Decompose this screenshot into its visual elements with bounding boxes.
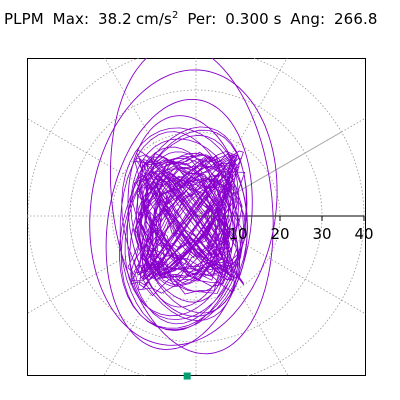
chart-header: PLPM Max: 38.2 cm/s2 Per: 0.300 s Ang: 26… — [4, 10, 381, 28]
grid-spoke-240 — [103, 215, 197, 376]
plot-frame — [27, 58, 366, 376]
orbit-loop-2 — [109, 58, 274, 355]
orbit-loop-4 — [127, 115, 248, 317]
radial-tick-label-3: 30 — [312, 225, 331, 243]
grid-spoke-150 — [27, 117, 197, 217]
tick-labels: 10 20 30 40 — [228, 225, 373, 243]
max-unit-exponent: 2 — [171, 10, 179, 21]
period-label: Per: — [187, 10, 217, 28]
grid-spoke-330 — [195, 215, 366, 315]
orbit-loop-1 — [89, 69, 278, 346]
orbit-trace-core — [127, 149, 247, 297]
grid-spoke-300 — [195, 215, 289, 376]
period-value: 0.300 s — [225, 10, 282, 28]
max-value: 38.2 — [98, 10, 132, 28]
station-code: PLPM — [4, 10, 44, 28]
orbit-trace — [89, 58, 278, 355]
grid-spoke-120 — [104, 58, 197, 217]
radial-tick-label-1: 10 — [228, 225, 247, 243]
orbit-trace-mid — [118, 126, 249, 332]
angle-label: Ang: — [290, 10, 326, 28]
angle-value: 266.8 — [334, 10, 378, 28]
orbit-loop-3 — [105, 98, 253, 350]
radial-tick-label-2: 20 — [270, 225, 289, 243]
max-marker — [183, 372, 191, 380]
max-unit: cm/s2 — [136, 10, 179, 28]
max-unit-base: cm/s — [135, 10, 172, 28]
max-marker-layer — [183, 372, 191, 380]
max-label: Max: — [52, 10, 90, 28]
radial-tick-label-4: 40 — [354, 225, 373, 243]
